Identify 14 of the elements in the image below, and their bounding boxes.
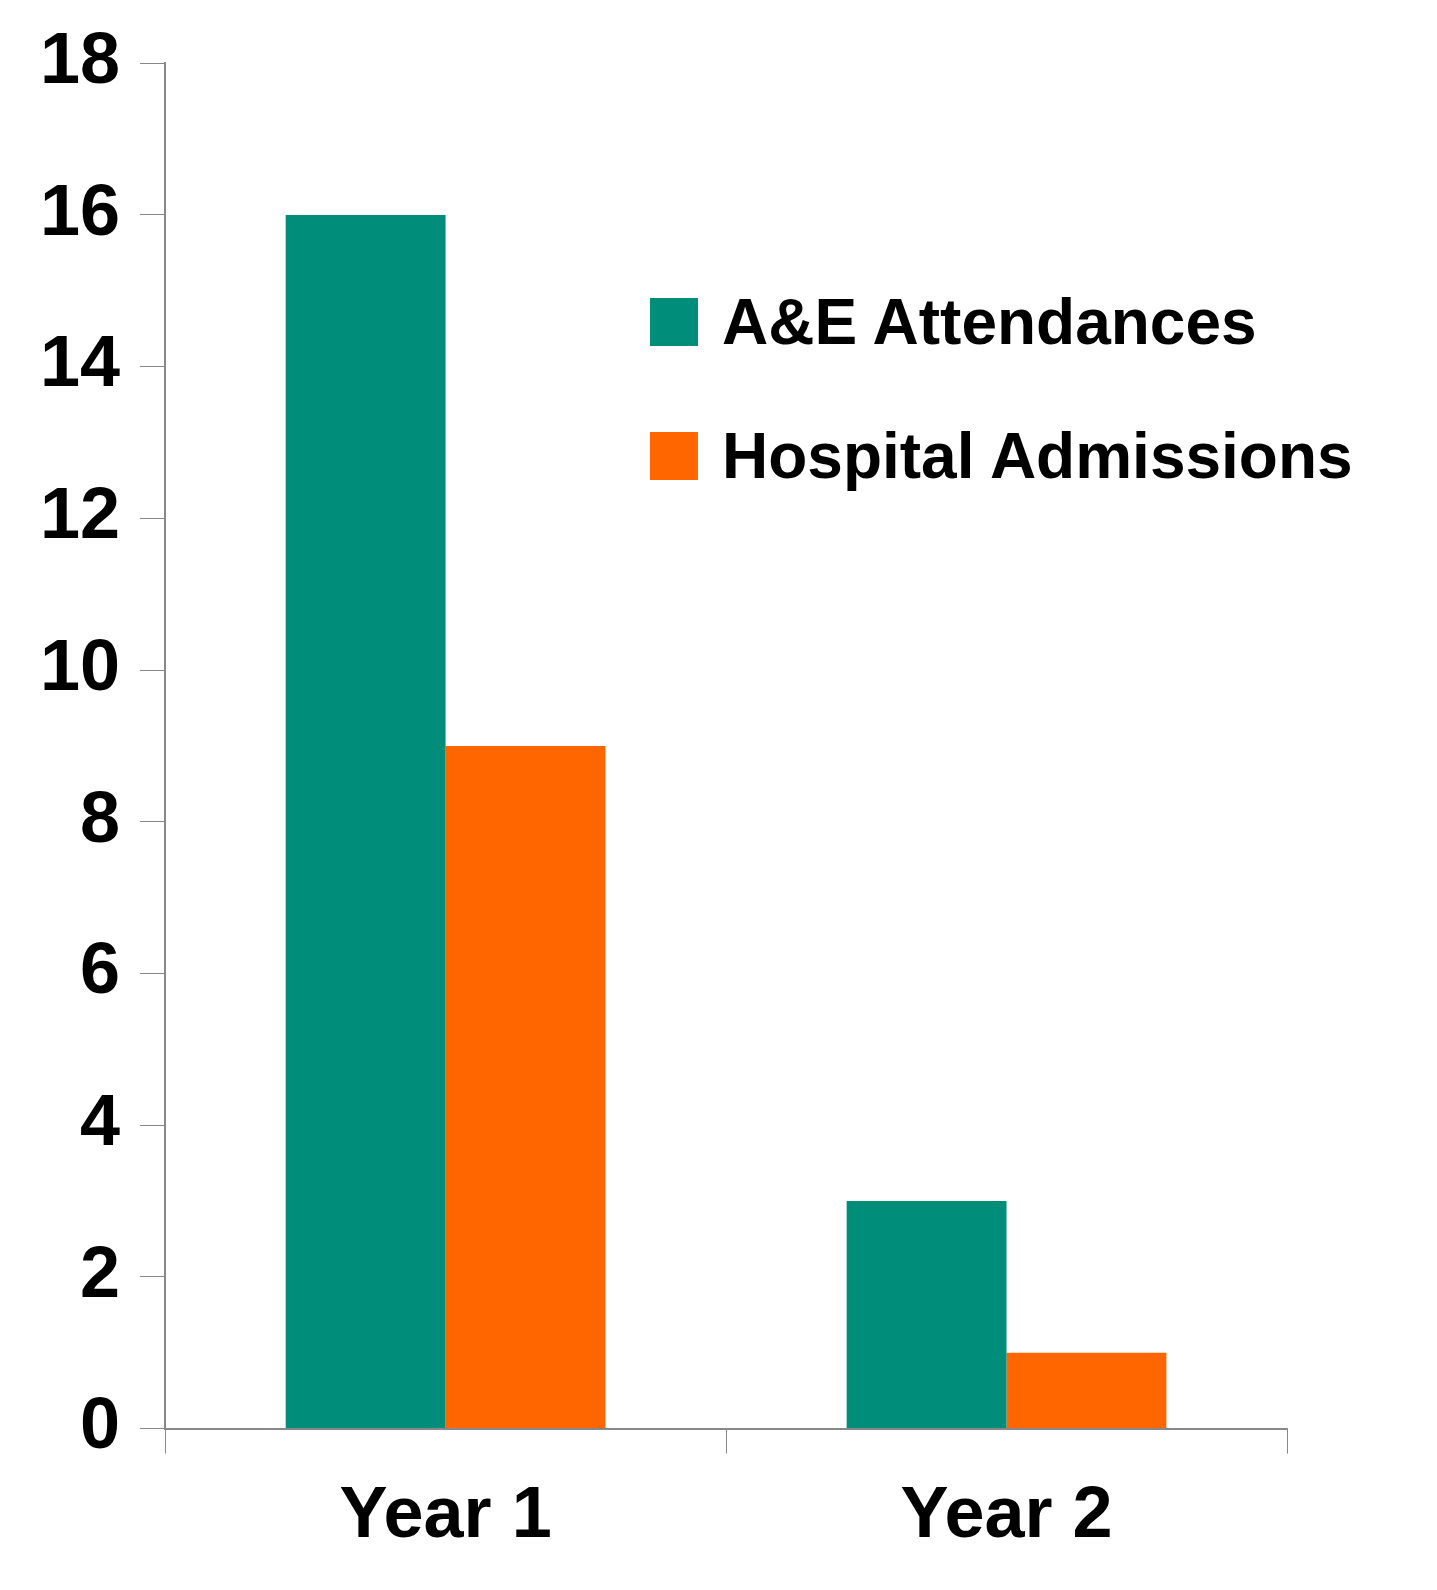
y-tick-label: 6 xyxy=(80,928,121,1009)
y-tick-label: 2 xyxy=(80,1231,121,1312)
y-tick-label: 0 xyxy=(80,1383,121,1464)
x-tick-label: Year 1 xyxy=(339,1471,552,1552)
y-tick-label: 14 xyxy=(39,321,121,402)
y-tick-label: 4 xyxy=(80,1080,121,1161)
y-tick-label: 16 xyxy=(39,169,121,250)
legend-label: Hospital Admissions xyxy=(722,420,1353,492)
y-tick-label: 12 xyxy=(39,473,121,554)
y-tick-label: 10 xyxy=(39,624,121,705)
legend-label: A&E Attendances xyxy=(722,286,1257,358)
y-tick-label: 18 xyxy=(39,18,121,99)
x-tick-label: Year 2 xyxy=(900,1471,1113,1552)
y-tick-label: 8 xyxy=(80,776,121,857)
